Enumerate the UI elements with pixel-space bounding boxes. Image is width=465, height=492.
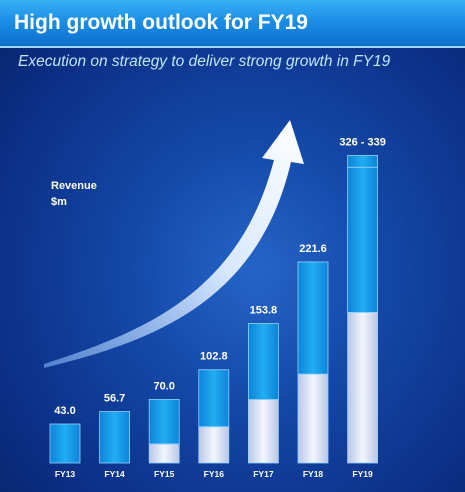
x-axis-ticks: FY13 FY14 FY15 FY16 FY17 FY18 FY19 [55,469,373,479]
bar-top-segment [297,261,329,375]
growth-arrow [44,120,304,368]
bar-top-segment [198,369,230,428]
bar-value-label: 221.6 [299,243,327,255]
bar-top-segment [49,423,81,464]
bar-value-label: 70.0 [153,380,174,392]
bar-bottom-segment [247,399,279,464]
x-tick-label: FY13 [55,469,76,479]
bar-top-segment [148,399,180,445]
y-axis-label-line1: Revenue [51,180,97,192]
x-tick-label: FY19 [352,469,373,479]
bar-value-label: 43.0 [54,405,75,417]
title-bar: High growth outlook for FY19 [0,0,465,48]
bars [49,155,379,464]
bar-top-segment [247,323,279,400]
x-tick-label: FY14 [104,469,125,479]
bar-bottom-segment [347,311,379,464]
x-tick-label: FY18 [303,469,324,479]
bar-top-segment [99,411,130,464]
page-subtitle: Execution on strategy to deliver strong … [18,53,391,70]
y-axis-label-line2: $m [51,196,67,208]
x-tick-label: FY17 [253,469,274,479]
bar-range-cap [347,155,379,168]
value-labels: 43.0 56.7 70.0 102.8 153.8 221.6 326 - 339 [54,136,386,417]
bar-value-label: 153.8 [250,304,278,316]
x-tick-label: FY15 [154,469,175,479]
y-axis-label: Revenue $m [51,178,97,210]
bar-value-label: 102.8 [200,351,228,363]
x-tick-label: FY16 [204,469,225,479]
bar-value-label: 326 - 339 [339,136,385,148]
bar-top-segment [347,166,379,313]
bar-value-label: 56.7 [104,393,125,405]
bar-bottom-segment [198,426,230,464]
bar-bottom-segment [297,373,329,464]
bar-bottom-segment [148,443,180,464]
page-title: High growth outlook for FY19 [14,11,308,34]
